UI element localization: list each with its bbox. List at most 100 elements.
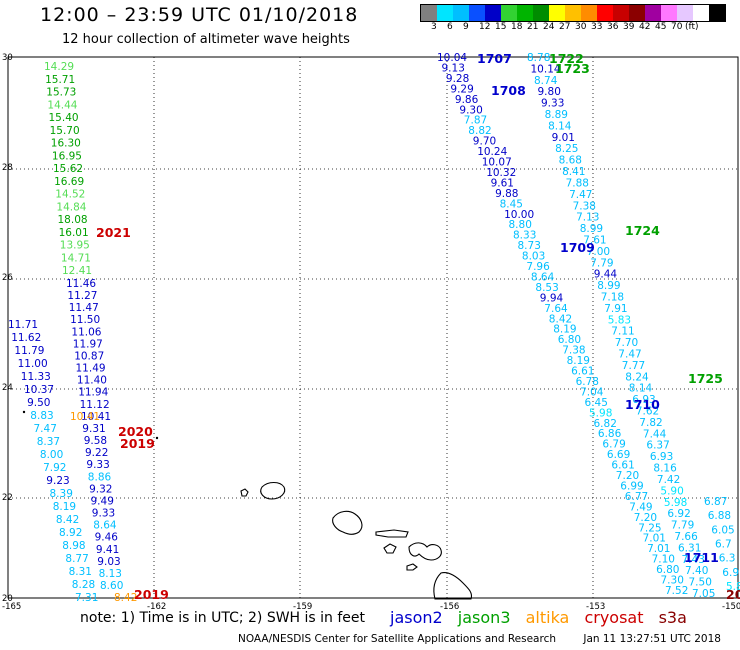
wave-value-label: 18.08 bbox=[58, 214, 88, 226]
colorbar-swatch bbox=[501, 5, 517, 21]
wave-value-label: 8.64 bbox=[531, 272, 555, 284]
wave-value-label: 9.70 bbox=[473, 136, 496, 148]
wave-value-label: 6.99 bbox=[620, 481, 643, 493]
wave-value-label: 7.42 bbox=[657, 474, 680, 486]
lon-tick-label: -159 bbox=[293, 602, 312, 612]
wave-value-label: 8.24 bbox=[625, 371, 649, 383]
page-title: 12:00 – 23:59 UTC 01/10/2018 bbox=[40, 4, 359, 26]
lon-tick-label: -153 bbox=[586, 602, 605, 612]
lat-tick-label: 28 bbox=[2, 163, 13, 173]
wave-value-label: 6.7 bbox=[715, 539, 732, 551]
wave-value-label: 9.88 bbox=[495, 188, 518, 200]
legend-cryosat: cryosat bbox=[584, 608, 644, 627]
wave-value-label: 5.98 bbox=[589, 407, 612, 419]
wave-value-label: 6.77 bbox=[625, 491, 648, 503]
wave-value-label: 6.93 bbox=[632, 394, 655, 406]
wave-value-label: 7.01 bbox=[643, 533, 666, 545]
wave-value-label: 10.41 bbox=[81, 411, 111, 423]
wave-value-label: 8.45 bbox=[500, 198, 523, 210]
wave-value-label: 10.87 bbox=[74, 351, 104, 363]
island-molokai bbox=[375, 529, 409, 538]
wave-value-label: 7.10 bbox=[652, 554, 675, 566]
wave-value-label: 7.00 bbox=[587, 246, 610, 258]
wave-value-label: 8.64 bbox=[93, 520, 117, 532]
wave-value-label: 7.96 bbox=[526, 261, 550, 273]
wave-value-label: 10.04 bbox=[437, 52, 467, 64]
page-subtitle: 12 hour collection of altimeter wave hei… bbox=[62, 32, 350, 47]
island-kauai bbox=[260, 481, 286, 500]
wave-value-label: 7.61 bbox=[583, 235, 606, 247]
wave-value-label: 8.98 bbox=[62, 540, 85, 552]
colorbar-tick-label: 3 bbox=[431, 22, 437, 32]
wave-height-colorbar bbox=[420, 4, 726, 22]
wave-value-label: 9.31 bbox=[82, 423, 105, 435]
wave-value-label: 8.39 bbox=[50, 488, 73, 500]
wave-value-label: 7.44 bbox=[643, 428, 667, 440]
island-kahoolawe bbox=[406, 563, 418, 571]
wave-value-label: 5.90 bbox=[660, 485, 683, 497]
map-frame bbox=[7, 56, 739, 599]
wave-value-label: 11.79 bbox=[14, 345, 44, 357]
wave-value-label-altika: 8.42 bbox=[114, 592, 137, 604]
wave-value-label: 14.44 bbox=[47, 99, 77, 111]
colorbar-tick-label: (ft) bbox=[685, 22, 699, 32]
wave-value-label: 6.78 bbox=[576, 376, 599, 388]
island-maui bbox=[408, 542, 442, 561]
colorbar-swatch bbox=[709, 5, 725, 21]
wave-value-label: 8.53 bbox=[535, 282, 558, 294]
wave-value-label-altika: 10.41 bbox=[70, 411, 100, 423]
wave-value-label: 14.71 bbox=[61, 252, 91, 264]
wave-value-label: 9.30 bbox=[459, 104, 482, 116]
wave-value-label: 15.62 bbox=[53, 163, 83, 175]
colorbar-swatch bbox=[517, 5, 533, 21]
satellite-legend: jason2 jason3 altika cryosat s3a bbox=[390, 608, 697, 627]
rev-label-20-edge: 20 bbox=[726, 587, 740, 602]
colorbar-tick-label: 39 bbox=[623, 22, 635, 32]
wave-value-label: 7.11 bbox=[611, 326, 634, 338]
wave-value-label: 7.70 bbox=[615, 337, 638, 349]
wave-value-label: 16.69 bbox=[54, 176, 84, 188]
wave-value-label: 6.88 bbox=[708, 510, 731, 522]
wave-value-label: 7.05 bbox=[692, 588, 715, 600]
wave-value-label: 11.62 bbox=[11, 332, 41, 344]
wave-value-label: 6.61 bbox=[611, 460, 634, 472]
colorbar-swatch bbox=[645, 5, 661, 21]
rev-label-2020: 2020 bbox=[118, 424, 153, 439]
wave-value-label: 8.86 bbox=[88, 471, 112, 483]
colorbar-tick-label: 18 bbox=[511, 22, 523, 32]
wave-value-label: 8.14 bbox=[548, 120, 572, 132]
wave-value-label: 11.50 bbox=[70, 314, 100, 326]
wave-value-label: 8.19 bbox=[553, 324, 576, 336]
wave-value-label: 11.46 bbox=[66, 278, 96, 290]
colorbar-swatch bbox=[677, 5, 693, 21]
colorbar-swatch bbox=[629, 5, 645, 21]
footer-credit: NOAA/NESDIS Center for Satellite Applica… bbox=[238, 633, 556, 645]
colorbar-tick-label: 36 bbox=[607, 22, 619, 32]
island-niihau bbox=[240, 488, 249, 497]
wave-value-label: 11.71 bbox=[8, 319, 38, 331]
wave-value-label: 7.52 bbox=[665, 585, 688, 597]
colorbar-tick-label: 42 bbox=[639, 22, 651, 32]
legend-jason2: jason2 bbox=[390, 608, 443, 627]
wave-value-label: 6.69 bbox=[607, 449, 630, 461]
wave-value-label: 7.31 bbox=[75, 592, 98, 604]
wave-value-label: 9.50 bbox=[27, 397, 50, 409]
wave-value-label: 9.44 bbox=[594, 269, 618, 281]
wave-value-label: 10.00 bbox=[504, 209, 534, 221]
wave-value-label: 7.77 bbox=[622, 360, 645, 372]
lat-tick-label: 22 bbox=[2, 493, 13, 503]
wave-value-label: 11.12 bbox=[80, 399, 110, 411]
wave-value-label: 8.99 bbox=[580, 223, 603, 235]
rev-label-1710: 1710 bbox=[625, 397, 660, 412]
wave-value-label: 6.9 bbox=[722, 567, 739, 579]
wave-value-label: 9.49 bbox=[91, 495, 114, 507]
wave-value-label: 11.06 bbox=[71, 326, 101, 338]
wave-value-label: 8.82 bbox=[468, 125, 491, 137]
lat-tick-label: 24 bbox=[2, 383, 13, 393]
wave-value-label: 8.60 bbox=[100, 580, 123, 592]
colorbar-tick-label: 70 bbox=[671, 22, 683, 32]
wave-value-label: 8.83 bbox=[30, 410, 53, 422]
lon-tick-label: -150 bbox=[722, 602, 740, 612]
lat-tick-label: 26 bbox=[2, 273, 13, 283]
colorbar-tick-label: 24 bbox=[543, 22, 555, 32]
